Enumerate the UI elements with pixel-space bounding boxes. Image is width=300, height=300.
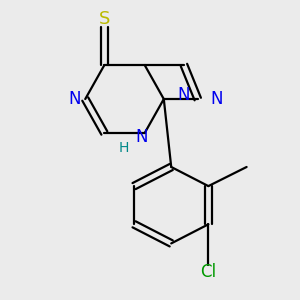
Text: H: H bbox=[118, 141, 129, 155]
Text: N: N bbox=[178, 86, 190, 104]
Text: N: N bbox=[211, 90, 223, 108]
Text: S: S bbox=[99, 11, 110, 28]
Text: N: N bbox=[68, 90, 81, 108]
Text: Cl: Cl bbox=[200, 263, 216, 281]
Text: N: N bbox=[135, 128, 148, 146]
